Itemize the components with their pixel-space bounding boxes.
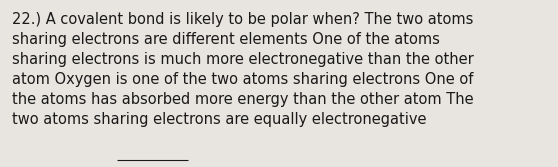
Text: 22.) A covalent bond is likely to be polar when? The two atoms
sharing electrons: 22.) A covalent bond is likely to be pol… — [12, 12, 474, 127]
